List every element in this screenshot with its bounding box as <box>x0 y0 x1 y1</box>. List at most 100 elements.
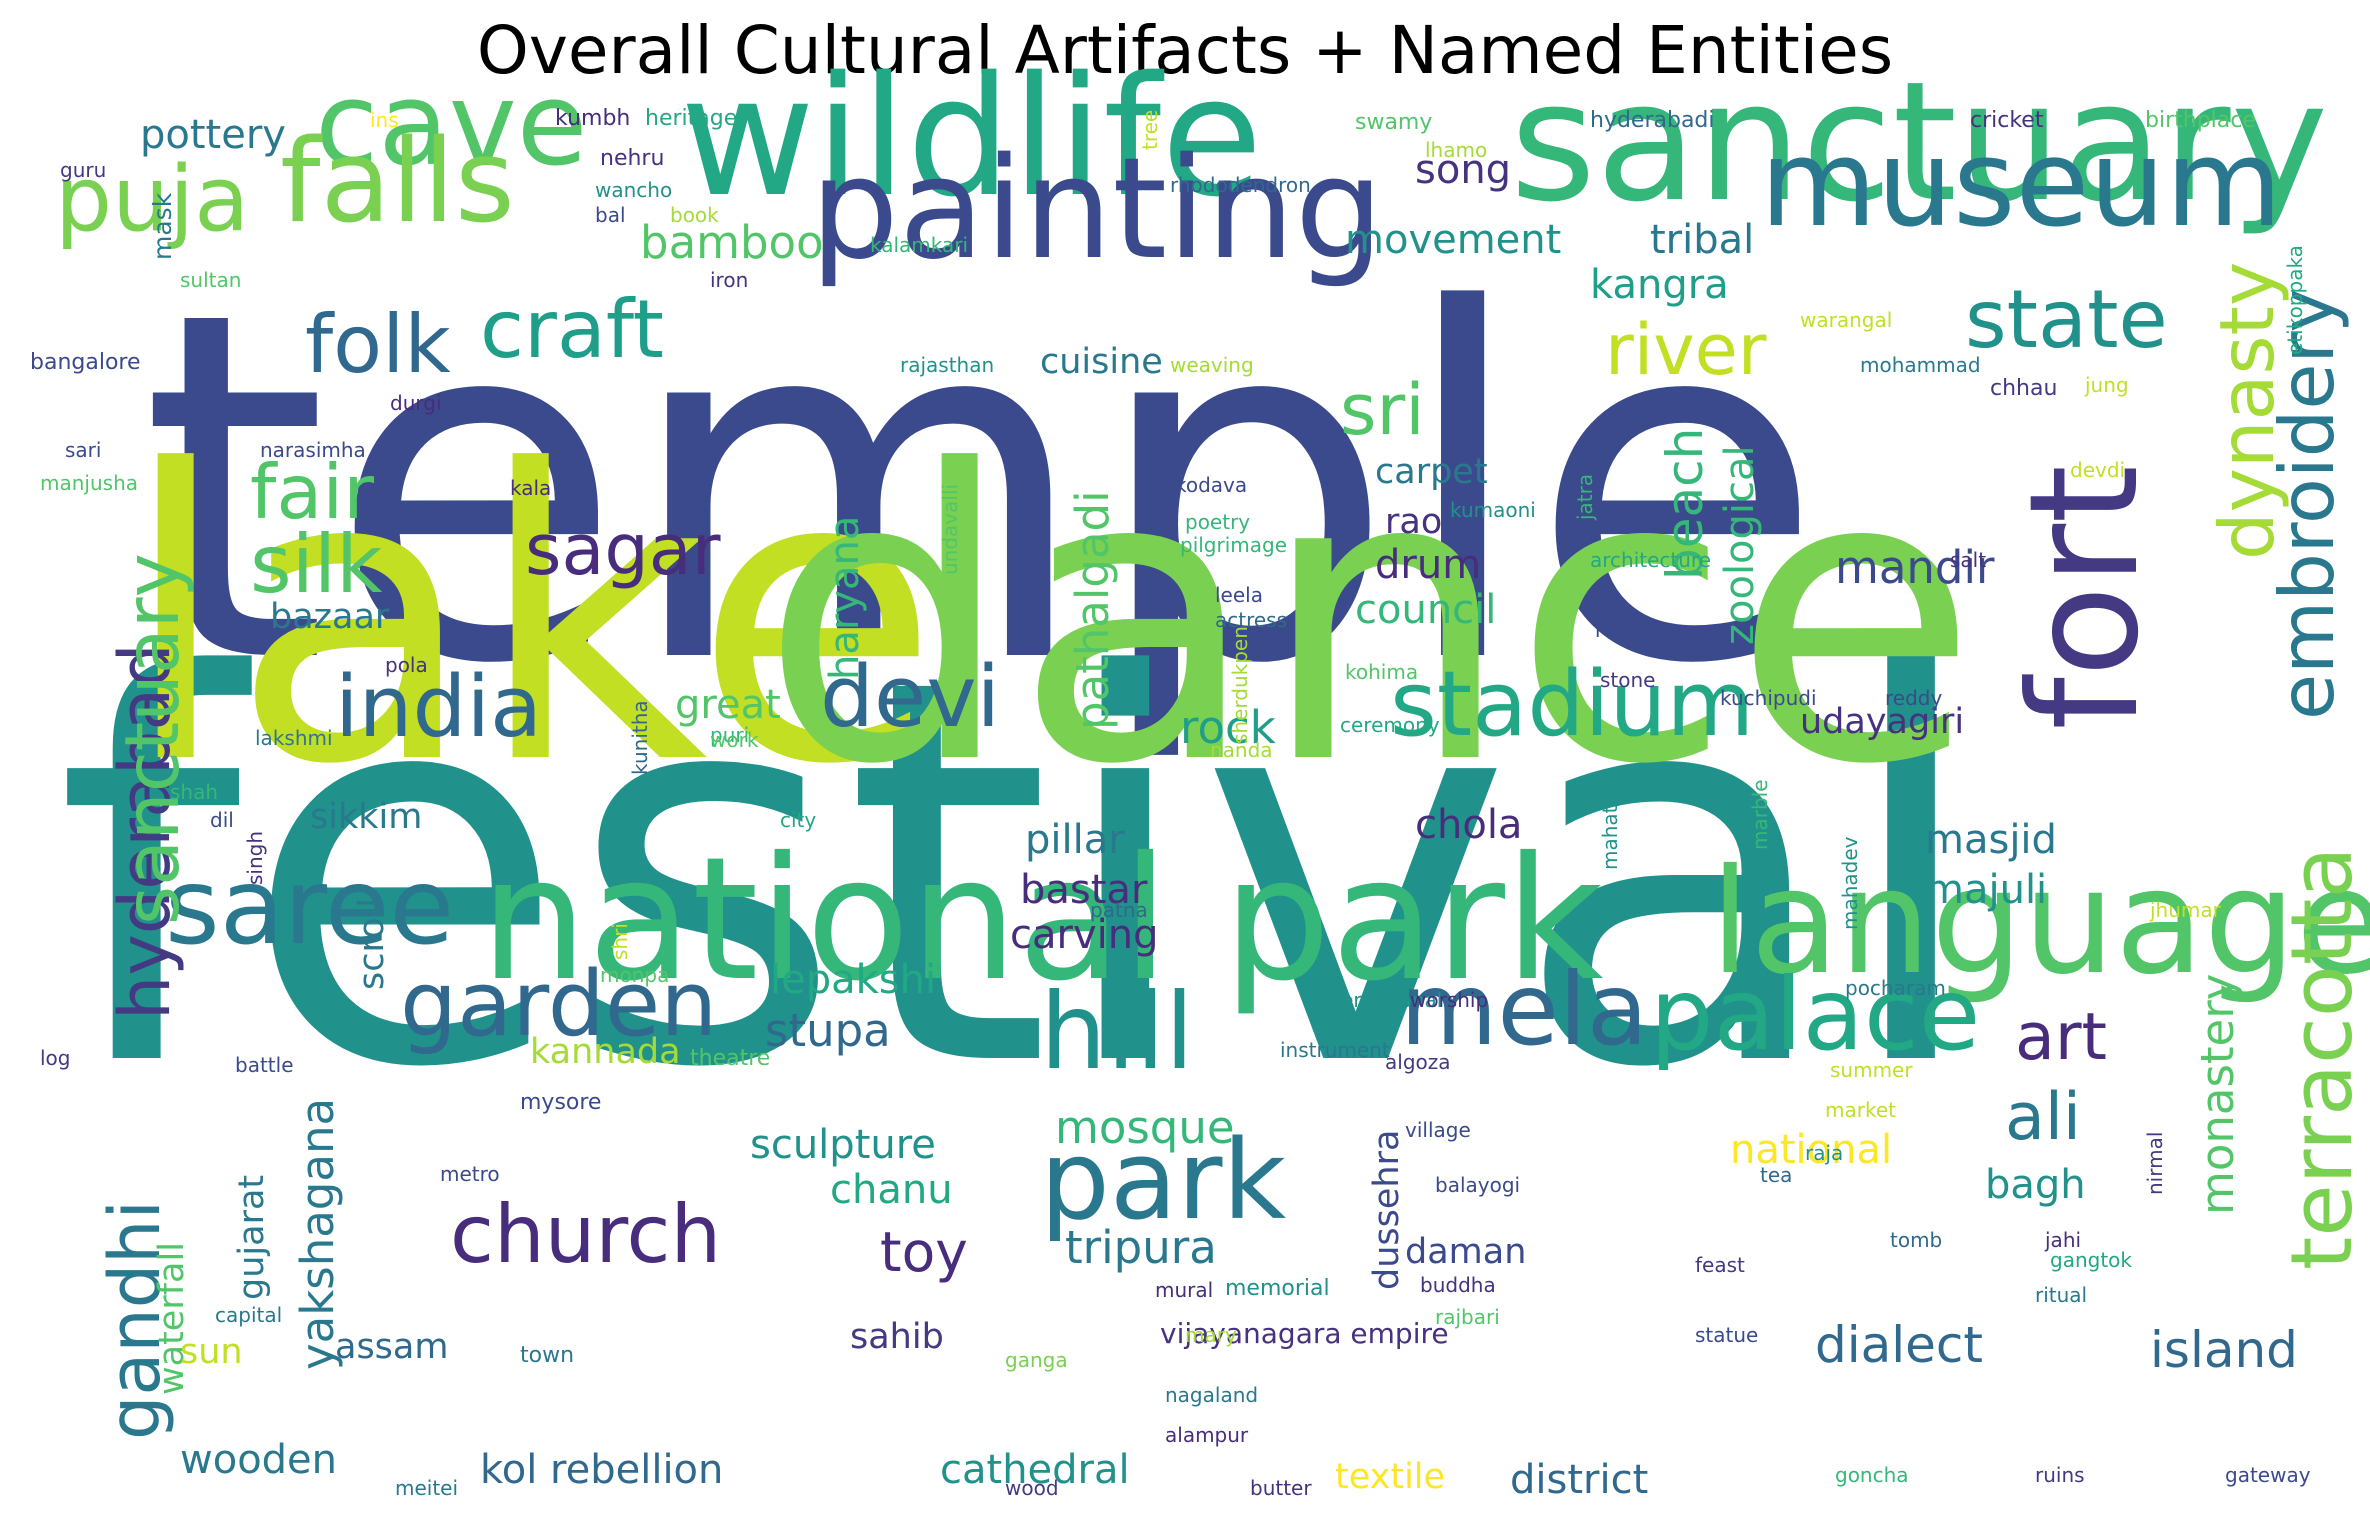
word-hill: hill <box>1040 971 1195 1093</box>
word-sri: sri <box>1340 369 1425 451</box>
word-district: district <box>1510 1457 1649 1503</box>
word-swamy: swamy <box>1355 110 1433 135</box>
word-rao: rao <box>1385 502 1443 542</box>
word-movement: movement <box>1345 217 1562 263</box>
word-book: book <box>670 203 719 227</box>
word-singh: singh <box>243 830 267 885</box>
word-rajasthan: rajasthan <box>900 353 995 377</box>
word-mask: mask <box>148 192 177 260</box>
word-tribal: tribal <box>1650 217 1755 263</box>
word-goncha: goncha <box>1835 1463 1909 1487</box>
chart-title: Overall Cultural Artifacts + Named Entit… <box>476 12 1894 89</box>
word-market: market <box>1825 1098 1896 1122</box>
word-state: state <box>1965 273 2168 366</box>
word-mosque: mosque <box>1055 1101 1235 1154</box>
word-battle: battle <box>235 1053 294 1077</box>
word-dil: dil <box>210 808 234 832</box>
word-national-park: national park <box>480 821 1604 1019</box>
word-stadium: stadium <box>1390 652 1755 757</box>
word-chola: chola <box>1415 802 1523 848</box>
word-capital: capital <box>215 1303 283 1327</box>
word-pola: pola <box>385 653 428 677</box>
word-mela: mela <box>1400 951 1648 1068</box>
word-meitei: meitei <box>395 1476 459 1500</box>
word-mary: mary <box>1185 1323 1237 1347</box>
word-language: language <box>1710 838 2370 1007</box>
word-puja: puja <box>55 147 250 252</box>
word-saree: saree <box>165 846 455 968</box>
word-jhumar: jhumar <box>2150 898 2221 922</box>
word-metro: metro <box>440 1162 500 1186</box>
word-assam: assam <box>335 1327 449 1367</box>
word-monastery: monastery <box>2191 973 2244 1215</box>
word-kuchipudi: kuchipudi <box>1720 686 1817 710</box>
word-sanctuary: sanctuary <box>108 553 196 925</box>
word-village: village <box>1405 1118 1471 1142</box>
word-vijayanagara-empire: vijayanagara empire <box>1160 1317 1449 1350</box>
word-pottery: pottery <box>140 112 286 158</box>
word-leela: leela <box>1215 583 1263 607</box>
word-pathalgadi: pathalgadi <box>1066 490 1119 730</box>
word-salt: salt <box>1950 548 1987 572</box>
word-architecture: architecture <box>1590 548 1712 572</box>
word-shah: shah <box>170 780 219 804</box>
word-chhau: chhau <box>1990 376 2058 401</box>
word-warangal: warangal <box>1800 308 1893 332</box>
word-gateway: gateway <box>2225 1463 2311 1487</box>
word-stone: stone <box>1600 668 1656 692</box>
word-summer: summer <box>1830 1058 1913 1082</box>
word-kumaoni: kumaoni <box>1450 498 1536 522</box>
word-mysore: mysore <box>520 1090 602 1115</box>
word-museum: museum <box>1760 115 2283 254</box>
word-scroll: scroll <box>352 898 392 990</box>
word-puri: puri <box>710 723 750 747</box>
word-pilgrimage: pilgrimage <box>1180 533 1288 557</box>
word-wooden: wooden <box>180 1437 338 1483</box>
word-ruins: ruins <box>2035 1463 2085 1487</box>
word-garden: garden <box>400 952 718 1057</box>
word-wood: wood <box>1005 1476 1059 1500</box>
word-theatre: theatre <box>690 1046 771 1071</box>
word-wancho: wancho <box>595 178 673 202</box>
word-ali: ali <box>2005 1080 2081 1155</box>
word-majuli: majuli <box>1925 867 2048 913</box>
word-jahi: jahi <box>2045 1228 2082 1252</box>
word-kodava: kodava <box>1175 473 1248 497</box>
word-sultan: sultan <box>180 268 242 292</box>
word-daman: daman <box>1405 1232 1527 1272</box>
word-sculpture: sculpture <box>750 1122 936 1168</box>
word-mandir: mandir <box>1835 541 1995 594</box>
word-palace: palace <box>1650 956 1981 1073</box>
word-church: church <box>450 1188 722 1281</box>
word-city: city <box>780 808 817 832</box>
word-patna: patna <box>1090 898 1148 922</box>
word-lhamo: lhamo <box>1425 138 1488 162</box>
word-island: island <box>2150 1321 2298 1379</box>
word-sun: sun <box>180 1332 243 1372</box>
word-weaving: weaving <box>1170 353 1254 377</box>
word-feast: feast <box>1695 1253 1745 1277</box>
word-painting: painting <box>810 128 1384 291</box>
word-tripura: tripura <box>1065 1221 1217 1274</box>
word-ceremony: ceremony <box>1340 713 1440 737</box>
word-textile: textile <box>1335 1457 1446 1497</box>
word-bamboo: bamboo <box>640 216 824 269</box>
word-actress: actress <box>1215 608 1288 632</box>
word-kangra: kangra <box>1590 262 1729 308</box>
word-pocharam: pocharam <box>1845 976 1946 1000</box>
word-silk: silk <box>250 518 383 611</box>
word-kohima: kohima <box>1345 660 1419 684</box>
word-raja: raja <box>1805 1141 1844 1165</box>
word-kumbh: kumbh <box>555 106 631 131</box>
word-lepakshi: lepakshi <box>770 957 937 1003</box>
word-kannada: kannada <box>530 1032 681 1072</box>
word-falls: falls <box>280 115 515 249</box>
word-india: india <box>335 658 543 757</box>
word-pillar: pillar <box>1025 817 1125 863</box>
word-work: work <box>710 728 759 752</box>
word-council: council <box>1355 587 1497 633</box>
word-ins: ins <box>370 108 399 132</box>
word-bagh: bagh <box>1985 1162 2086 1208</box>
word-bangalore: bangalore <box>30 350 141 375</box>
